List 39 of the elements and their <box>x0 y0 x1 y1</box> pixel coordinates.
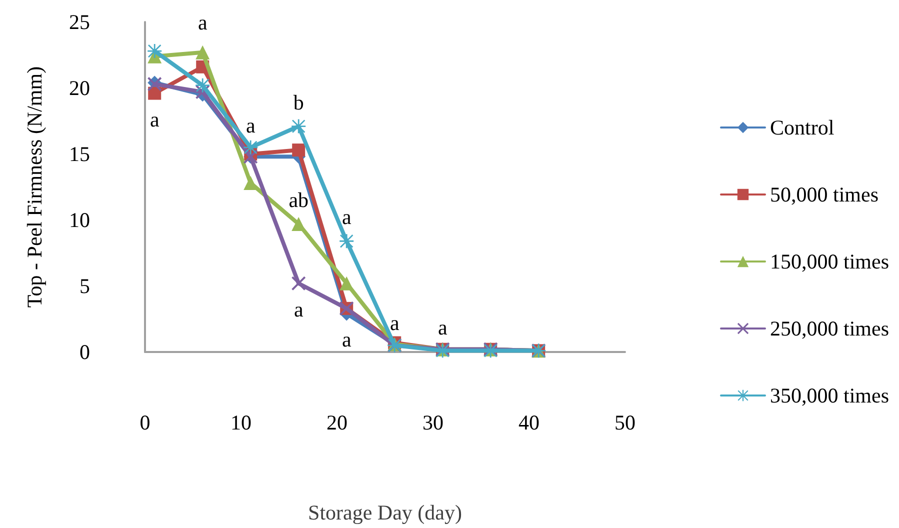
annotation: a <box>390 310 400 335</box>
point <box>196 78 210 92</box>
x-tick-label: 0 <box>140 410 150 434</box>
annotation: ab <box>288 188 309 212</box>
x-axis-title: Storage Day (day) <box>308 500 462 524</box>
point <box>292 216 306 231</box>
point <box>244 140 258 154</box>
y-tick-label: 10 <box>69 208 90 232</box>
legend-label: Control <box>770 116 834 140</box>
x-tick-label: 40 <box>518 410 540 434</box>
x-tick-label: 10 <box>230 410 252 434</box>
annotation: b <box>293 90 304 114</box>
legend-label: 250,000 times <box>770 316 890 340</box>
point <box>292 276 306 290</box>
legend-label: 50,000 times <box>770 182 879 206</box>
y-axis-title: Top - Peel Firmness (N/mm) <box>22 66 46 308</box>
annotation: a <box>246 113 256 138</box>
annotation: a <box>294 297 304 322</box>
y-tick-label: 25 <box>69 10 90 34</box>
point <box>148 44 162 58</box>
legend-label: 350,000 times <box>770 384 890 408</box>
point <box>340 276 354 290</box>
x-tick-label: 50 <box>614 410 636 434</box>
point <box>340 234 354 248</box>
annotation: a <box>150 107 160 132</box>
annotation: a <box>342 205 352 230</box>
point <box>292 144 306 157</box>
y-tick-label: 5 <box>80 274 90 298</box>
x-tick-label: 30 <box>422 410 444 434</box>
annotation: a <box>438 315 448 340</box>
x-tick-label: 20 <box>326 410 348 434</box>
annotation: a <box>342 328 352 352</box>
y-tick-label: 15 <box>69 142 90 166</box>
y-tick-label: 20 <box>69 76 90 100</box>
annotation: a <box>198 10 208 34</box>
legend-label: 150,000 times <box>770 250 890 274</box>
point <box>292 119 306 134</box>
y-tick-label: 0 <box>80 340 90 364</box>
point <box>196 45 210 60</box>
